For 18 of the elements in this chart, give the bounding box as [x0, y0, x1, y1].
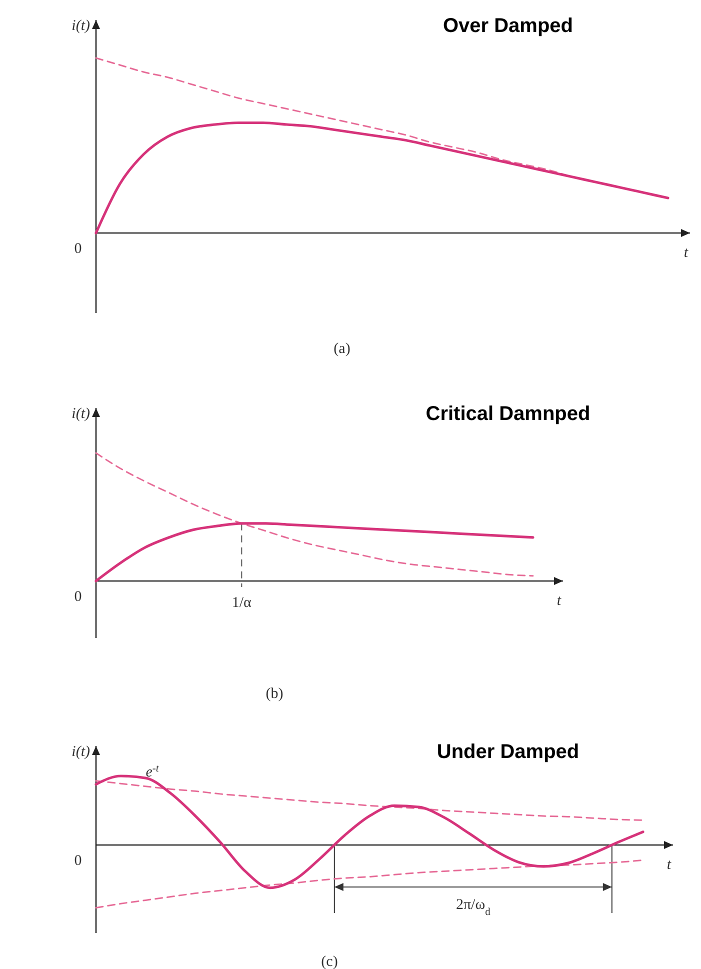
x-axis-title: t — [666, 857, 672, 873]
y-axis-title: i(t) — [72, 744, 90, 760]
text: 1/α — [232, 595, 252, 611]
y-axis-title: i(t) — [72, 18, 90, 34]
x-axis-title: t — [684, 245, 689, 261]
text: 0 — [74, 853, 82, 869]
text: (b) — [266, 686, 284, 702]
text: 0 — [74, 241, 82, 257]
x-axis-title: t — [556, 593, 562, 609]
text: (c) — [321, 954, 338, 969]
annotation: 2π/ω$_{d}$ — [456, 897, 492, 918]
text: (a) — [334, 341, 350, 357]
chart-title: Over Damped — [442, 15, 574, 37]
y-axis-title: i(t) — [72, 406, 90, 422]
chart-title: Critical Damnped — [426, 403, 590, 425]
chart-title: Under Damped — [436, 741, 580, 763]
text: 0 — [74, 589, 82, 605]
series-label: e$^{-t}$ — [146, 762, 160, 780]
